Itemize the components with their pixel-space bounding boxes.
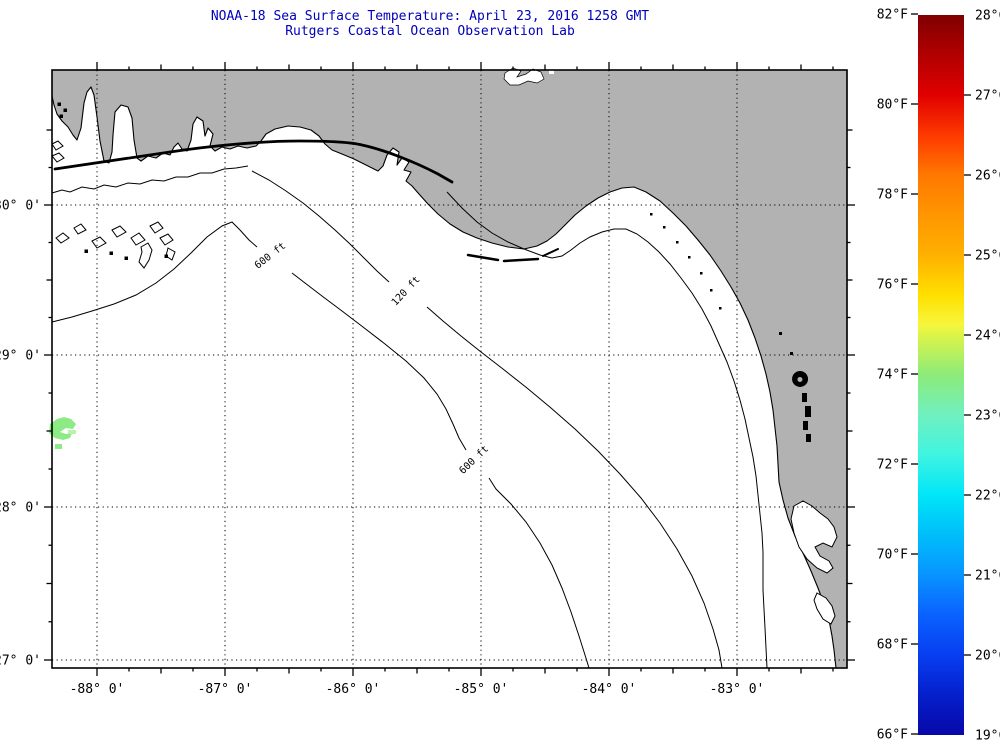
colorbar-c-tick-label: 19°C bbox=[975, 729, 1000, 744]
y-tick-label: 28° 0' bbox=[0, 501, 41, 516]
colorbar-c-tick-label: 24°C bbox=[975, 329, 1000, 344]
x-tick-label: -84° 0' bbox=[582, 682, 637, 697]
map-plot-area bbox=[49, 67, 848, 669]
x-tick-label: -85° 0' bbox=[454, 682, 509, 697]
colorbar-c-tick-label: 20°C bbox=[975, 649, 1000, 664]
colorbar-f-tick-label: 76°F bbox=[877, 278, 908, 293]
colorbar-f-tick-label: 68°F bbox=[877, 638, 908, 653]
land-mass bbox=[51, 69, 848, 669]
charlotte-harbor bbox=[813, 592, 836, 625]
colorbar-c-tick-label: 25°C bbox=[975, 249, 1000, 264]
title-line1: NOAA-18 Sea Surface Temperature: April 2… bbox=[211, 9, 649, 24]
marsh-islands bbox=[51, 102, 176, 269]
y-tick-label: 27° 0' bbox=[0, 654, 41, 669]
contour-60ft bbox=[446, 191, 768, 669]
colorbar-labels: 82°F 80°F 78°F 76°F 74°F 72°F 70°F 68°F 66°F 28°C… bbox=[877, 8, 1000, 744]
colorbar-c-tick-label: 23°C bbox=[975, 409, 1000, 424]
colorbar-c-tick-label: 22°C bbox=[975, 489, 1000, 504]
x-tick-label: -83° 0' bbox=[710, 682, 765, 697]
contour-120ft bbox=[251, 170, 723, 669]
panhandle-lake bbox=[503, 67, 554, 86]
tampa-bay bbox=[790, 500, 838, 574]
apalachicola-islands bbox=[466, 248, 559, 263]
inner-sound-line bbox=[51, 165, 249, 194]
axis-tick-labels: -88° 0' -87° 0' -86° 0' -85° 0' -84° 0' -83° … bbox=[0, 199, 764, 698]
colorbar: 82°F 80°F 78°F 76°F 74°F 72°F 70°F 68°F 66°F 28°C… bbox=[877, 8, 1000, 744]
barrier-islands-line bbox=[53, 139, 454, 184]
colorbar-f-tick-label: 78°F bbox=[877, 188, 908, 203]
contour-600ft bbox=[51, 221, 590, 669]
x-tick-label: -86° 0' bbox=[326, 682, 381, 697]
colorbar-f-tick-label: 72°F bbox=[877, 458, 908, 473]
colorbar-f-tick-label: 74°F bbox=[877, 368, 908, 383]
colorbar-ticks bbox=[911, 13, 971, 735]
colorbar-gradient bbox=[918, 15, 964, 735]
y-tick-label: 30° 0' bbox=[0, 199, 41, 214]
x-tick-label: -88° 0' bbox=[70, 682, 125, 697]
colorbar-f-tick-label: 66°F bbox=[877, 728, 908, 743]
colorbar-f-tick-label: 70°F bbox=[877, 548, 908, 563]
colorbar-c-tick-label: 26°C bbox=[975, 169, 1000, 184]
colorbar-f-tick-label: 82°F bbox=[877, 8, 908, 23]
y-tick-label: 29° 0' bbox=[0, 349, 41, 364]
coastal-data-specks bbox=[650, 213, 811, 442]
colorbar-c-tick-label: 28°C bbox=[975, 9, 1000, 24]
grid-lines bbox=[52, 70, 847, 668]
plot-frame bbox=[51, 69, 848, 669]
title-line2: Rutgers Coastal Ocean Observation Lab bbox=[285, 24, 575, 39]
colorbar-c-tick-label: 21°C bbox=[975, 569, 1000, 584]
colorbar-f-tick-label: 80°F bbox=[877, 98, 908, 113]
colorbar-c-tick-label: 27°C bbox=[975, 89, 1000, 104]
sst-data-patch bbox=[49, 417, 76, 449]
x-tick-label: -87° 0' bbox=[198, 682, 253, 697]
